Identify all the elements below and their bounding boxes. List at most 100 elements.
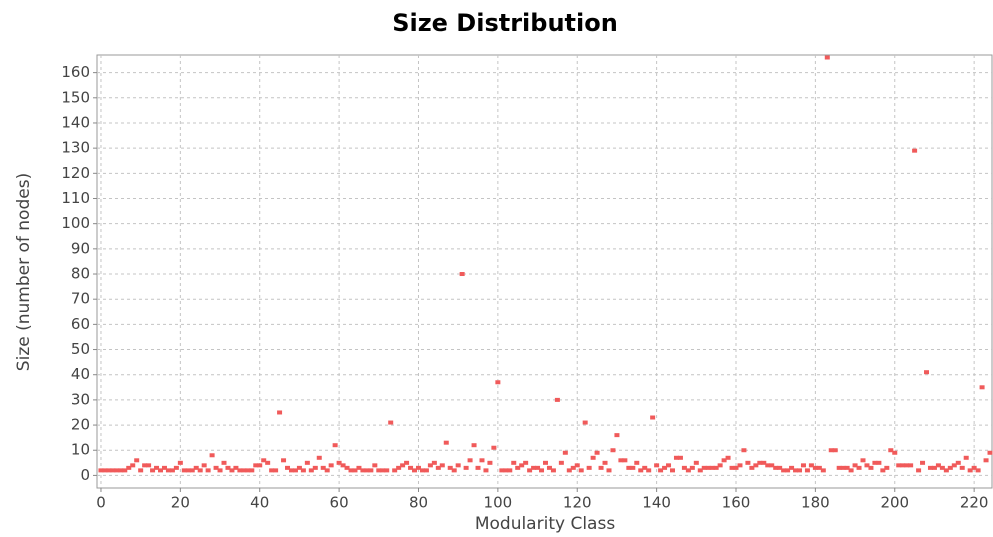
point xyxy=(745,460,751,465)
y-tick-label: 160 xyxy=(61,63,90,81)
point xyxy=(749,465,755,470)
point xyxy=(658,468,664,473)
point xyxy=(943,468,949,473)
point xyxy=(836,465,842,470)
point xyxy=(717,463,723,468)
point xyxy=(709,465,715,470)
point xyxy=(852,463,858,468)
point xyxy=(161,465,167,470)
point xyxy=(666,463,672,468)
x-tick-label: 220 xyxy=(960,494,989,512)
point xyxy=(697,468,703,473)
point xyxy=(388,420,394,425)
point xyxy=(209,453,215,458)
point xyxy=(539,468,545,473)
point xyxy=(975,468,981,473)
point xyxy=(443,440,449,445)
point xyxy=(503,468,509,473)
point xyxy=(285,465,291,470)
point xyxy=(300,468,306,473)
point xyxy=(288,468,294,473)
y-tick-label: 100 xyxy=(61,214,90,232)
point xyxy=(320,465,326,470)
point xyxy=(558,460,564,465)
point xyxy=(626,465,632,470)
plot-area xyxy=(96,54,993,489)
point xyxy=(435,465,441,470)
x-tick-label: 180 xyxy=(801,494,830,512)
point xyxy=(554,397,560,402)
point xyxy=(876,460,882,465)
point xyxy=(646,468,652,473)
point xyxy=(979,385,985,390)
point xyxy=(499,468,505,473)
point xyxy=(693,460,699,465)
point xyxy=(392,468,398,473)
y-tick-label: 60 xyxy=(71,315,90,333)
y-tick-label: 50 xyxy=(71,340,90,358)
point xyxy=(229,468,235,473)
point xyxy=(689,465,695,470)
point xyxy=(483,468,489,473)
point xyxy=(892,450,898,455)
point xyxy=(650,415,656,420)
point xyxy=(896,463,902,468)
point xyxy=(638,468,644,473)
point xyxy=(947,465,953,470)
point xyxy=(106,468,112,473)
point xyxy=(491,445,497,450)
point xyxy=(860,458,866,463)
point xyxy=(471,443,477,448)
point xyxy=(364,468,370,473)
point xyxy=(273,468,279,473)
y-tick-label: 80 xyxy=(71,265,90,283)
point xyxy=(515,465,521,470)
point xyxy=(908,463,914,468)
point xyxy=(507,468,513,473)
point xyxy=(118,468,124,473)
x-tick-label: 200 xyxy=(880,494,909,512)
point xyxy=(408,465,414,470)
point xyxy=(225,465,231,470)
point xyxy=(519,463,525,468)
point xyxy=(197,468,203,473)
point xyxy=(241,468,247,473)
point xyxy=(324,468,330,473)
point xyxy=(523,460,529,465)
point xyxy=(380,468,386,473)
point xyxy=(824,55,830,60)
point xyxy=(812,465,818,470)
point xyxy=(781,468,787,473)
point xyxy=(935,463,941,468)
point xyxy=(527,468,533,473)
point xyxy=(987,450,993,455)
point xyxy=(868,465,874,470)
x-axis-label: Modularity Class xyxy=(475,514,615,534)
y-tick-label: 40 xyxy=(71,365,90,383)
point xyxy=(459,272,465,277)
point xyxy=(419,468,425,473)
y-tick-label: 140 xyxy=(61,113,90,131)
point xyxy=(602,460,608,465)
point xyxy=(570,465,576,470)
point xyxy=(332,443,338,448)
point xyxy=(146,463,152,468)
y-tick-label: 90 xyxy=(71,239,90,257)
point xyxy=(368,468,374,473)
point xyxy=(931,465,937,470)
point xyxy=(701,465,707,470)
point xyxy=(269,468,275,473)
point xyxy=(415,465,421,470)
point xyxy=(177,460,183,465)
point xyxy=(773,465,779,470)
y-tick-label: 0 xyxy=(80,466,90,484)
point xyxy=(110,468,116,473)
point xyxy=(165,468,171,473)
point xyxy=(217,468,223,473)
point xyxy=(292,468,298,473)
y-tick-label: 30 xyxy=(71,390,90,408)
point xyxy=(447,465,453,470)
point xyxy=(193,465,199,470)
y-axis-label: Size (number of nodes) xyxy=(14,173,34,371)
